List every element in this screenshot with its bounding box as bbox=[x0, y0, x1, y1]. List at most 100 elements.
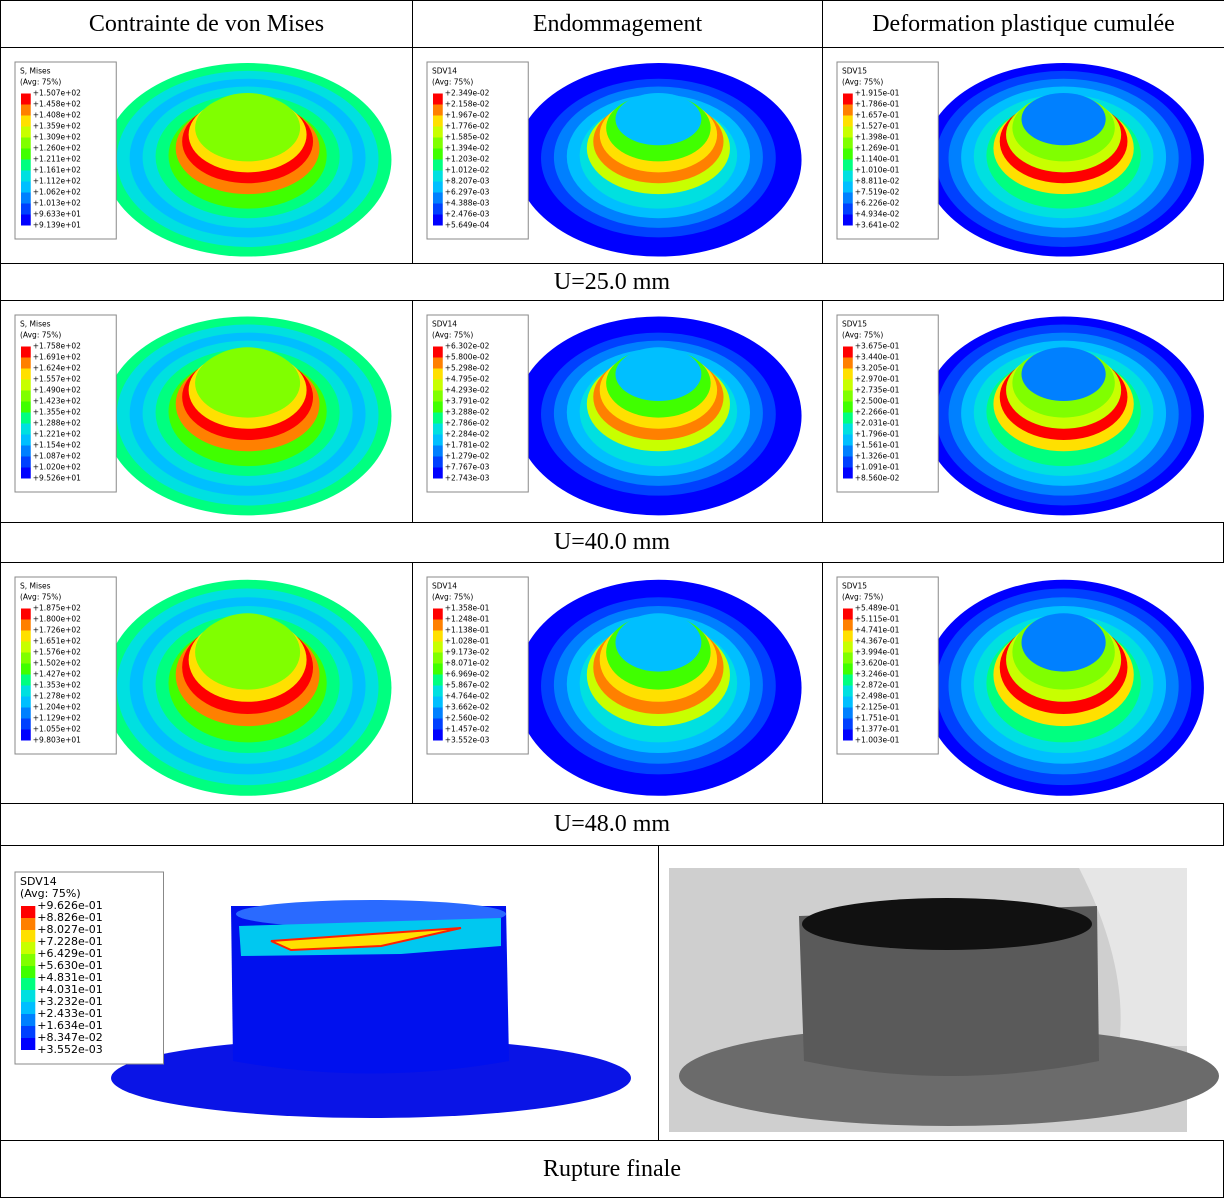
panel-image bbox=[669, 868, 1219, 1132]
row-caption: U=25.0 mm bbox=[0, 263, 1224, 301]
legend-box bbox=[836, 314, 939, 493]
top-disk bbox=[204, 93, 291, 146]
legend-level: +4.031e-01 bbox=[37, 983, 102, 996]
legend-swatch bbox=[433, 674, 443, 686]
legend-swatch bbox=[21, 159, 31, 171]
panel-cell: S, Mises (Avg: 75%) +1.758e+02 +1.691e+02 +1… bbox=[0, 300, 413, 523]
legend-box bbox=[14, 314, 117, 493]
legend-level: +3.552e-03 bbox=[445, 736, 490, 745]
legend-level: +1.326e-01 bbox=[855, 452, 900, 461]
legend-swatch bbox=[433, 104, 443, 116]
legend-level: +1.758e+02 bbox=[33, 342, 81, 351]
legend-level: +3.552e-03 bbox=[37, 1043, 102, 1056]
legend-swatch bbox=[21, 906, 36, 918]
legend-level: +3.994e-01 bbox=[855, 648, 900, 657]
legend-swatch bbox=[21, 663, 31, 675]
legend-level: +6.226e-02 bbox=[855, 199, 900, 208]
legend-level: +1.203e-02 bbox=[445, 155, 490, 164]
legend-swatch bbox=[21, 181, 31, 193]
legend-level: +7.767e-03 bbox=[445, 463, 490, 472]
panel-image: S, Mises (Avg: 75%) +1.875e+02 +1.800e+02 +1… bbox=[14, 576, 392, 796]
panel-cell: SDV14 (Avg: 75%) +9.626e-01 +8.826e-01 +8.02… bbox=[0, 845, 659, 1141]
top-disk bbox=[204, 613, 291, 672]
legend-swatch bbox=[21, 954, 36, 966]
panel-cell: SDV15 (Avg: 75%) +1.915e-01 +1.786e-01 +1.65… bbox=[822, 47, 1224, 264]
legend-level: +2.158e-02 bbox=[445, 100, 490, 109]
legend-swatch bbox=[433, 641, 443, 653]
legend-swatch bbox=[843, 641, 853, 653]
legend-level: +8.347e-02 bbox=[37, 1031, 102, 1044]
legend-level: +1.055e+02 bbox=[33, 725, 81, 734]
legend-swatch bbox=[433, 93, 443, 105]
legend-level: +5.867e-02 bbox=[445, 681, 490, 690]
legend-level: +2.786e-02 bbox=[445, 419, 490, 428]
legend-level: +1.288e+02 bbox=[33, 419, 81, 428]
panel-cell: SDV15 (Avg: 75%) +3.675e-01 +3.440e-01 +3.20… bbox=[822, 300, 1224, 523]
panel-image: SDV14 (Avg: 75%) +2.349e-02 +2.158e-02 +1.96… bbox=[426, 61, 802, 257]
legend-level: +1.020e+02 bbox=[33, 463, 81, 472]
legend-level: +1.557e+02 bbox=[33, 375, 81, 384]
legend-level: +2.500e-01 bbox=[855, 397, 900, 406]
legend-swatch bbox=[21, 104, 31, 116]
legend-level: +1.309e+02 bbox=[33, 133, 81, 142]
legend-level: +2.125e-01 bbox=[855, 703, 900, 712]
legend-swatch bbox=[21, 357, 31, 369]
legend-swatch bbox=[21, 707, 31, 719]
column-header: Deformation plastique cumulée bbox=[822, 0, 1224, 48]
legend-level: +3.246e-01 bbox=[855, 670, 900, 679]
panel-image: SDV14 (Avg: 75%) +1.358e-01 +1.248e-01 +1.13… bbox=[426, 576, 802, 796]
legend-swatch bbox=[433, 729, 443, 741]
legend-level: +7.228e-01 bbox=[37, 935, 102, 948]
legend-swatch bbox=[433, 423, 443, 435]
legend-level: +4.367e-01 bbox=[855, 637, 900, 646]
legend-level: +1.010e-01 bbox=[855, 166, 900, 175]
legend-swatch bbox=[433, 181, 443, 193]
legend-level: +8.811e-02 bbox=[855, 177, 900, 186]
legend-level: +7.519e-02 bbox=[855, 188, 900, 197]
legend-level: +2.433e-01 bbox=[37, 1007, 102, 1020]
legend-level: +3.791e-02 bbox=[445, 397, 490, 406]
legend-swatch bbox=[843, 412, 853, 424]
legend-swatch bbox=[843, 456, 853, 468]
legend-swatch bbox=[843, 379, 853, 391]
legend-level: +1.427e+02 bbox=[33, 670, 81, 679]
legend-level: +2.031e-01 bbox=[855, 419, 900, 428]
top-disk bbox=[1021, 93, 1106, 146]
legend-level: +1.585e-02 bbox=[445, 133, 490, 142]
legend-variable: SDV14 bbox=[432, 582, 457, 591]
legend-level: +1.359e+02 bbox=[33, 122, 81, 131]
legend-level: +4.934e-02 bbox=[855, 210, 900, 219]
row-caption: Rupture finale bbox=[0, 1140, 1224, 1198]
legend-level: +1.087e+02 bbox=[33, 452, 81, 461]
legend-swatch bbox=[21, 729, 31, 741]
legend-level: +1.221e+02 bbox=[33, 430, 81, 439]
legend-swatch bbox=[21, 1038, 36, 1050]
legend-level: +5.649e-04 bbox=[445, 221, 490, 230]
legend-swatch bbox=[433, 126, 443, 138]
legend-level: +3.662e-02 bbox=[445, 703, 490, 712]
legend-swatch bbox=[21, 170, 31, 182]
legend-level: +1.140e-01 bbox=[855, 155, 900, 164]
legend-level: +1.112e+02 bbox=[33, 177, 81, 186]
legend-swatch bbox=[433, 148, 443, 160]
legend-swatch bbox=[21, 718, 31, 730]
legend-level: +3.641e-02 bbox=[855, 221, 900, 230]
legend-level: +1.408e+02 bbox=[33, 111, 81, 120]
legend-variable: SDV15 bbox=[842, 320, 867, 329]
legend-swatch bbox=[843, 718, 853, 730]
legend-level: +1.204e+02 bbox=[33, 703, 81, 712]
legend-level: +6.302e-02 bbox=[445, 342, 490, 351]
legend-level: +1.355e+02 bbox=[33, 408, 81, 417]
legend-averaging: (Avg: 75%) bbox=[842, 593, 883, 602]
legend-level: +1.260e+02 bbox=[33, 144, 81, 153]
legend-swatch bbox=[843, 619, 853, 631]
panel-image: SDV14(Avg: 75%)+9.626e-01+8.826e-01+8.02… bbox=[14, 871, 631, 1118]
legend-level: +1.358e-01 bbox=[445, 604, 490, 613]
legend-swatch bbox=[843, 608, 853, 620]
legend-level: +1.796e-01 bbox=[855, 430, 900, 439]
legend-swatch bbox=[21, 401, 31, 413]
legend-level: +2.476e-03 bbox=[445, 210, 490, 219]
legend-variable: SDV15 bbox=[842, 67, 867, 76]
legend-swatch bbox=[433, 192, 443, 204]
